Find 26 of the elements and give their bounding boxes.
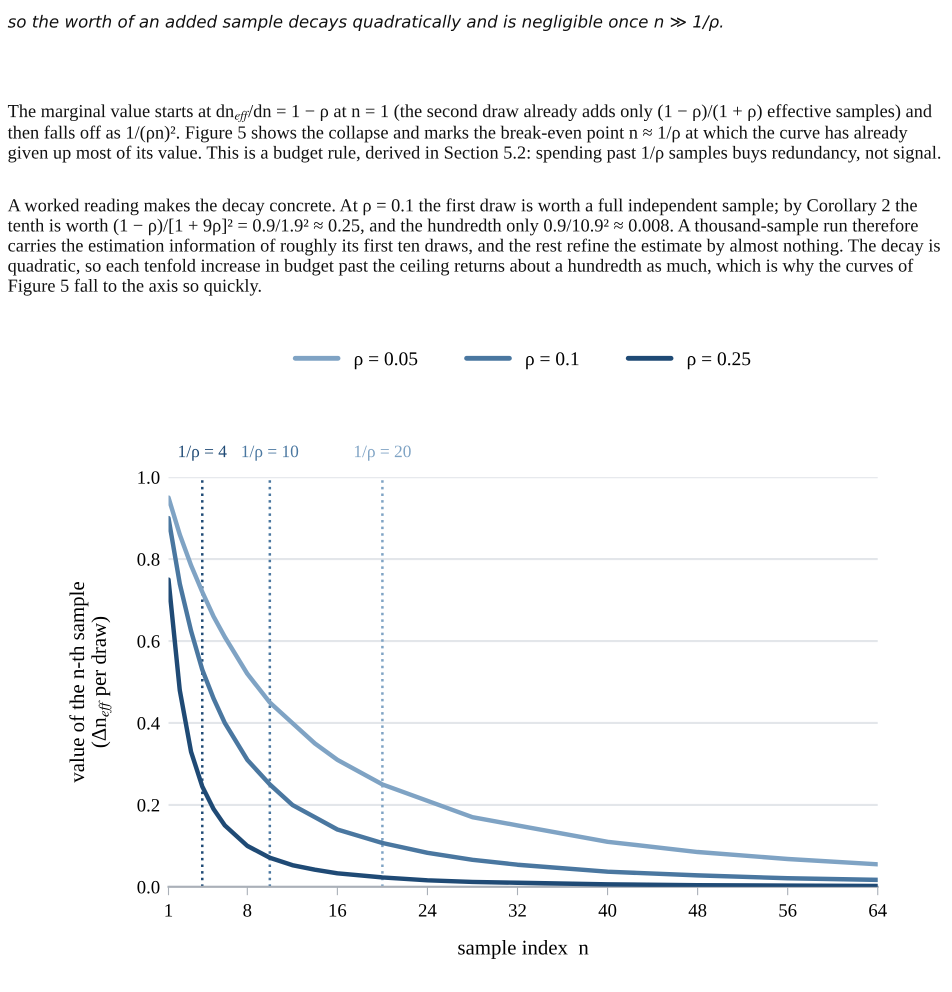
ref-line-label: 1/ρ = 10 (242, 446, 298, 461)
legend-label: ρ = 0.25 (688, 352, 750, 370)
x-tick-label: 32 (509, 904, 526, 917)
y-tick-label: 0.4 (137, 717, 160, 730)
text: The marginal value starts at dn$_{eff}$/dn = 1 − ρ at n = 1 (the second draw already adds only (1 − ρ)/(1 + ρ) effective samples) and then falls off as 1/(ρn)². Figure 5 shows the collapse and marks the break-even point n ≈ 1/ρ at which the curve has already given up most of its value. This is a budget rule, derived in Section 5.2: spending past 1/ρ samples buys redundancy, not signal. (8, 104, 940, 162)
x-tick-label: 40 (598, 904, 616, 917)
x-tick-label: 64 (869, 904, 887, 917)
ref-line-label: 1/ρ = 20 (354, 446, 411, 461)
y-tick-label: 1.0 (138, 471, 160, 484)
legend-label: ρ = 0.05 (354, 352, 418, 370)
text: so the worth of an added sample decays quadratically and is negligible once n ≫ 1/ρ. (8, 14, 722, 32)
legend-label: ρ = 0.1 (526, 352, 578, 370)
y-tick-label: 0.6 (137, 635, 160, 648)
x-tick-label: 1 (165, 904, 172, 917)
y-tick-label: 0.2 (137, 798, 160, 812)
y-axis-title: value of the n-th sample (Δn$_{eff}$ per draw) (69, 582, 112, 783)
text: A worked reading makes the decay concrete. At ρ = 0.1 the first draw is worth a full independent sample; by Corollary 2 the tenth is worth (1 − ρ)/[1 + 9ρ]² = 0.9/1.9² ≈ 0.25, and the hundredth only 0.9/10.9² ≈ 0.008. A thousand-sample run therefore carries the estimation information of roughly its first ten draws, and the rest refine the estimate by almost nothing. The decay is quadratic, so each tenfold increase in budget past the ceiling returns about a hundredth as much, which is why the curves of Figure 5 fall to the axis so quickly. (8, 198, 940, 296)
y-tick-label: 0.0 (137, 880, 160, 894)
x-tick-label: 24 (418, 904, 437, 917)
ref-line-label: 1/ρ = 4 (179, 446, 227, 461)
x-axis-title: sample index n (458, 940, 588, 959)
x-tick-label: 56 (779, 904, 796, 917)
x-tick-label: 16 (330, 904, 346, 917)
y-tick-label: 0.8 (137, 553, 160, 566)
x-tick-label: 48 (688, 904, 706, 917)
x-tick-label: 8 (243, 904, 252, 917)
